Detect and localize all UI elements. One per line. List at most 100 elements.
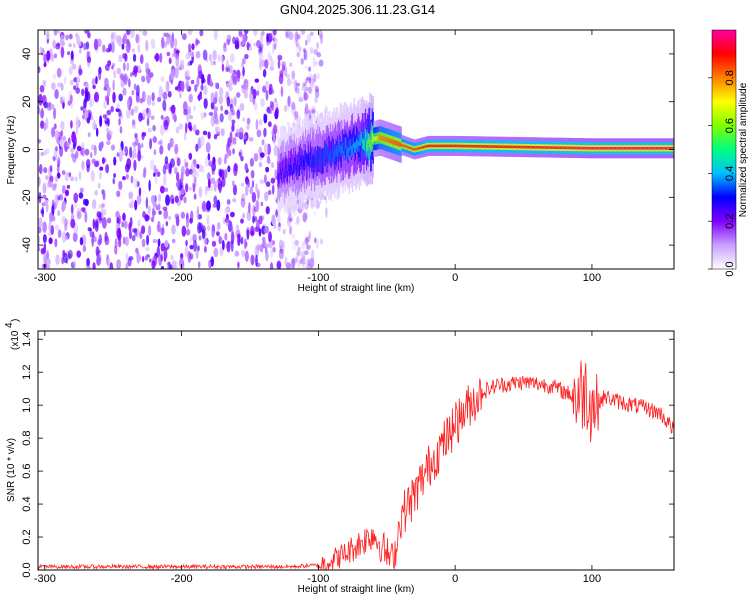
spectrogram-signal-cell (429, 144, 432, 148)
spectrogram-signal-cell (586, 146, 589, 150)
spectrogram-noise-cell (133, 177, 139, 189)
spectrogram-noise-cell (224, 109, 229, 115)
spectrogram-noise-cell (70, 176, 75, 182)
spectrogram-noise-cell (113, 30, 117, 42)
spectrogram-signal-cell (461, 144, 463, 148)
spectrogram-signal-cell (378, 135, 380, 141)
spectrogram-noise-cell (233, 163, 238, 172)
spectrogram-noise-cell (252, 88, 257, 100)
spectrogram-noise-cell (47, 102, 52, 108)
spectrogram-noise-cell (217, 156, 222, 166)
spectrogram-signal-cell (615, 146, 617, 150)
snr-y-tick-label: 0.0 (21, 562, 33, 577)
spectrogram-noise-cell (116, 103, 120, 109)
spectrogram-noise-cell (218, 185, 222, 194)
spectrogram-noise-cell (91, 158, 96, 165)
spectrogram-x-axis-label: Height of straight line (km) (298, 283, 415, 294)
spectrogram-noise-cell (132, 141, 137, 147)
spectrogram-noise-cell (312, 56, 316, 68)
spectrogram-noise-cell (253, 152, 259, 162)
spectrogram-noise-cell (231, 110, 235, 116)
spectrogram-signal-cell (350, 138, 352, 150)
spectrogram-signal-cell (347, 146, 349, 157)
spectrogram-noise-cell (234, 250, 240, 257)
spectrogram-signal-cell (420, 146, 423, 150)
spectrogram-signal-cell (435, 144, 438, 148)
spectrogram-noise-cell (187, 61, 191, 67)
spectrogram-signal-cell (334, 146, 337, 158)
spectrogram-noise-cell (265, 181, 271, 188)
spectrogram-noise-cell (195, 143, 199, 152)
spectrogram-signal-cell (370, 141, 373, 153)
spectrogram-signal-cell (359, 134, 361, 146)
spectrogram-noise-cell (278, 222, 281, 227)
spectrogram-signal-cell (464, 144, 466, 148)
spectrogram-noise-cell (70, 120, 73, 129)
spectrogram-noise-cell (78, 192, 84, 199)
spectrogram-noise-cell (92, 218, 96, 230)
spectrogram-noise-cell (204, 186, 208, 196)
spectrogram-noise-cell (61, 184, 66, 194)
spectrogram-noise-cell (151, 194, 155, 204)
spectrogram-noise-cell (203, 85, 208, 96)
spectrogram-noise-cell (137, 44, 141, 53)
spectrogram-noise-cell (187, 30, 193, 36)
spectrogram-noise-cell (215, 125, 221, 135)
spectrogram-signal-cell (366, 139, 369, 151)
spectrogram-noise-cell (232, 180, 235, 187)
spectrogram-signal-cell (404, 144, 406, 148)
spectrogram-signal-cell (458, 144, 461, 148)
spectrogram-signal-cell (457, 144, 460, 148)
spectrogram-noise-cell (200, 84, 204, 91)
spectrogram-signal-cell (636, 146, 639, 150)
spectrogram-signal-cell (607, 146, 609, 150)
spectrogram-noise-cell (80, 106, 84, 111)
spectrogram-signal-cell (333, 138, 335, 165)
spectrogram-signal-cell (489, 145, 491, 148)
spectrogram-noise-cell (202, 49, 208, 61)
spectrogram-signal-cell (310, 148, 312, 160)
spectrogram-signal-cell (472, 144, 474, 148)
snr-x-tick-label: -100 (307, 573, 329, 585)
spectrogram-noise-cell (47, 106, 52, 111)
spectrogram-signal-cell (397, 141, 400, 147)
spectrogram-signal-cell (648, 146, 650, 150)
spectrogram-noise-cell (197, 94, 203, 100)
spectrogram-signal-cell (552, 146, 554, 149)
spectrogram-signal-cell (466, 144, 468, 148)
spectrogram-noise-cell (254, 216, 258, 222)
spectrogram-signal-cell (583, 146, 585, 150)
spectrogram-signal-cell (486, 145, 488, 148)
spectrogram-noise-cell (42, 194, 47, 199)
spectrogram-noise-cell (60, 46, 65, 59)
spectrogram-noise-cell (258, 119, 263, 126)
spectrogram-noise-cell (106, 86, 111, 94)
spectrogram-signal-cell (343, 133, 345, 160)
spectrogram-signal-cell (612, 146, 615, 150)
spectrogram-signal-cell (395, 140, 397, 146)
spectrogram-signal-cell (348, 140, 351, 151)
spectrogram-noise-cell (64, 172, 70, 182)
spectrogram-noise-cell (265, 166, 270, 173)
spectrogram-noise-cell (287, 95, 291, 107)
spectrogram-noise-cell (305, 236, 311, 243)
spectrogram-noise-cell (255, 90, 260, 96)
spectrogram-noise-cell (255, 206, 259, 212)
spectrogram-signal-cell (550, 146, 552, 149)
spectrogram-noise-cell (283, 105, 288, 113)
spectrogram-noise-cell (226, 96, 231, 107)
spectrogram-noise-cell (91, 235, 94, 248)
spectrogram-noise-cell (170, 40, 174, 49)
spectrogram-signal-cell (507, 145, 510, 149)
spectrogram-signal-cell (297, 152, 300, 164)
spectrogram-noise-cell (269, 66, 275, 71)
spectrogram-noise-cell (248, 202, 251, 214)
spectrogram-noise-cell (241, 87, 246, 94)
spectrogram-signal-cell (312, 156, 314, 168)
spectrogram-noise-cell (234, 43, 240, 50)
spectrogram-noise-cell (218, 86, 224, 97)
spectrogram-signal-cell (417, 147, 419, 150)
spectrogram-signal-cell (558, 146, 561, 150)
spectrogram-noise-cell (196, 205, 200, 215)
spectrogram-noise-cell (54, 224, 60, 231)
